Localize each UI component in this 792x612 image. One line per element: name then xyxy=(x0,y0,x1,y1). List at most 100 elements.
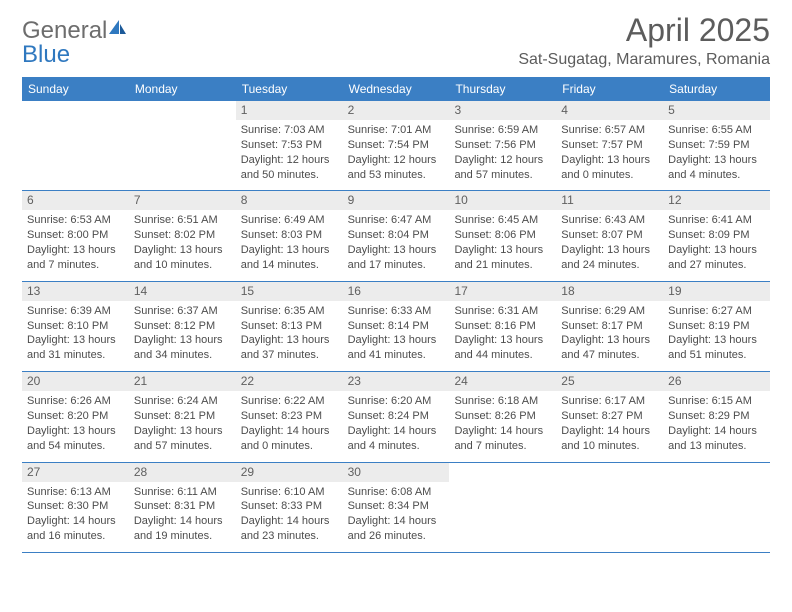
sunset-line: Sunset: 7:54 PM xyxy=(348,138,445,153)
day-number: 11 xyxy=(561,193,658,207)
calendar-body: 1Sunrise: 7:03 AMSunset: 7:53 PMDaylight… xyxy=(22,101,770,553)
day-number-band: 26 xyxy=(663,372,770,391)
sunrise-line: Sunrise: 6:20 AM xyxy=(348,394,445,409)
day-number: 8 xyxy=(241,193,338,207)
sunset-line: Sunset: 8:06 PM xyxy=(454,228,551,243)
day-number: 18 xyxy=(561,284,658,298)
day-number: 2 xyxy=(348,103,445,117)
sunset-line: Sunset: 7:57 PM xyxy=(561,138,658,153)
day-cell: 3Sunrise: 6:59 AMSunset: 7:56 PMDaylight… xyxy=(449,101,556,190)
day-cell: 11Sunrise: 6:43 AMSunset: 8:07 PMDayligh… xyxy=(556,191,663,280)
day-number: 20 xyxy=(27,374,124,388)
day-number-band: 30 xyxy=(343,463,450,482)
page-title: April 2025 xyxy=(518,12,770,49)
day-cell: 8Sunrise: 6:49 AMSunset: 8:03 PMDaylight… xyxy=(236,191,343,280)
brand-part1: General xyxy=(22,17,107,44)
brand-logo: General Blue xyxy=(22,12,127,67)
sunset-line: Sunset: 8:12 PM xyxy=(134,319,231,334)
daylight-line-2: and 54 minutes. xyxy=(27,439,124,454)
calendar-week-row: 27Sunrise: 6:13 AMSunset: 8:30 PMDayligh… xyxy=(22,463,770,553)
sunset-line: Sunset: 8:16 PM xyxy=(454,319,551,334)
daylight-line-1: Daylight: 14 hours xyxy=(348,514,445,529)
sunrise-line: Sunrise: 6:11 AM xyxy=(134,485,231,500)
sunrise-line: Sunrise: 6:45 AM xyxy=(454,213,551,228)
daylight-line-2: and 50 minutes. xyxy=(241,168,338,183)
sunset-line: Sunset: 8:10 PM xyxy=(27,319,124,334)
sunrise-line: Sunrise: 6:43 AM xyxy=(561,213,658,228)
daylight-line-2: and 19 minutes. xyxy=(134,529,231,544)
daylight-line-1: Daylight: 14 hours xyxy=(241,424,338,439)
daylight-line-2: and 37 minutes. xyxy=(241,348,338,363)
day-number: 29 xyxy=(241,465,338,479)
day-number: 1 xyxy=(241,103,338,117)
daylight-line-2: and 0 minutes. xyxy=(561,168,658,183)
day-number: 13 xyxy=(27,284,124,298)
empty-day-cell xyxy=(663,463,770,552)
daylight-line-1: Daylight: 13 hours xyxy=(134,243,231,258)
sunrise-line: Sunrise: 6:35 AM xyxy=(241,304,338,319)
sunset-line: Sunset: 8:29 PM xyxy=(668,409,765,424)
daylight-line-2: and 57 minutes. xyxy=(454,168,551,183)
sunset-line: Sunset: 8:13 PM xyxy=(241,319,338,334)
day-number-band: 23 xyxy=(343,372,450,391)
sunset-line: Sunset: 8:33 PM xyxy=(241,499,338,514)
daylight-line-1: Daylight: 13 hours xyxy=(454,333,551,348)
weekday-header: Friday xyxy=(556,78,663,101)
calendar-week-row: 20Sunrise: 6:26 AMSunset: 8:20 PMDayligh… xyxy=(22,372,770,462)
sunrise-line: Sunrise: 6:57 AM xyxy=(561,123,658,138)
day-cell: 20Sunrise: 6:26 AMSunset: 8:20 PMDayligh… xyxy=(22,372,129,461)
daylight-line-2: and 17 minutes. xyxy=(348,258,445,273)
day-number-band: 5 xyxy=(663,101,770,120)
day-number-band: 18 xyxy=(556,282,663,301)
day-number-band: 13 xyxy=(22,282,129,301)
daylight-line-2: and 16 minutes. xyxy=(27,529,124,544)
daylight-line-2: and 7 minutes. xyxy=(454,439,551,454)
daylight-line-1: Daylight: 14 hours xyxy=(668,424,765,439)
day-number: 19 xyxy=(668,284,765,298)
weekday-header: Sunday xyxy=(22,78,129,101)
day-number: 5 xyxy=(668,103,765,117)
day-cell: 13Sunrise: 6:39 AMSunset: 8:10 PMDayligh… xyxy=(22,282,129,371)
day-number-band: 11 xyxy=(556,191,663,210)
sunset-line: Sunset: 8:20 PM xyxy=(27,409,124,424)
daylight-line-1: Daylight: 13 hours xyxy=(27,424,124,439)
daylight-line-1: Daylight: 13 hours xyxy=(27,333,124,348)
sail-icon xyxy=(107,18,127,38)
daylight-line-1: Daylight: 13 hours xyxy=(454,243,551,258)
day-number-band: 22 xyxy=(236,372,343,391)
daylight-line-1: Daylight: 13 hours xyxy=(561,243,658,258)
sunset-line: Sunset: 8:09 PM xyxy=(668,228,765,243)
sunrise-line: Sunrise: 6:55 AM xyxy=(668,123,765,138)
sunrise-line: Sunrise: 6:59 AM xyxy=(454,123,551,138)
day-number: 28 xyxy=(134,465,231,479)
day-number-band: 7 xyxy=(129,191,236,210)
daylight-line-1: Daylight: 14 hours xyxy=(134,514,231,529)
daylight-line-2: and 24 minutes. xyxy=(561,258,658,273)
day-number: 4 xyxy=(561,103,658,117)
day-number: 30 xyxy=(348,465,445,479)
day-cell: 24Sunrise: 6:18 AMSunset: 8:26 PMDayligh… xyxy=(449,372,556,461)
day-cell: 18Sunrise: 6:29 AMSunset: 8:17 PMDayligh… xyxy=(556,282,663,371)
page-root: General Blue April 2025 Sat-Sugatag, Mar… xyxy=(0,0,792,553)
sunset-line: Sunset: 8:00 PM xyxy=(27,228,124,243)
sunrise-line: Sunrise: 6:53 AM xyxy=(27,213,124,228)
daylight-line-1: Daylight: 13 hours xyxy=(561,333,658,348)
weekday-header: Wednesday xyxy=(343,78,450,101)
day-cell: 15Sunrise: 6:35 AMSunset: 8:13 PMDayligh… xyxy=(236,282,343,371)
day-number-band: 20 xyxy=(22,372,129,391)
sunset-line: Sunset: 8:21 PM xyxy=(134,409,231,424)
daylight-line-2: and 14 minutes. xyxy=(241,258,338,273)
daylight-line-2: and 10 minutes. xyxy=(561,439,658,454)
sunrise-line: Sunrise: 6:29 AM xyxy=(561,304,658,319)
sunrise-line: Sunrise: 6:24 AM xyxy=(134,394,231,409)
sunrise-line: Sunrise: 7:01 AM xyxy=(348,123,445,138)
sunrise-line: Sunrise: 7:03 AM xyxy=(241,123,338,138)
day-cell: 23Sunrise: 6:20 AMSunset: 8:24 PMDayligh… xyxy=(343,372,450,461)
day-number-band: 4 xyxy=(556,101,663,120)
sunset-line: Sunset: 8:03 PM xyxy=(241,228,338,243)
calendar-week-row: 6Sunrise: 6:53 AMSunset: 8:00 PMDaylight… xyxy=(22,191,770,281)
day-number-band: 27 xyxy=(22,463,129,482)
day-cell: 1Sunrise: 7:03 AMSunset: 7:53 PMDaylight… xyxy=(236,101,343,190)
weekday-header: Thursday xyxy=(449,78,556,101)
daylight-line-2: and 41 minutes. xyxy=(348,348,445,363)
